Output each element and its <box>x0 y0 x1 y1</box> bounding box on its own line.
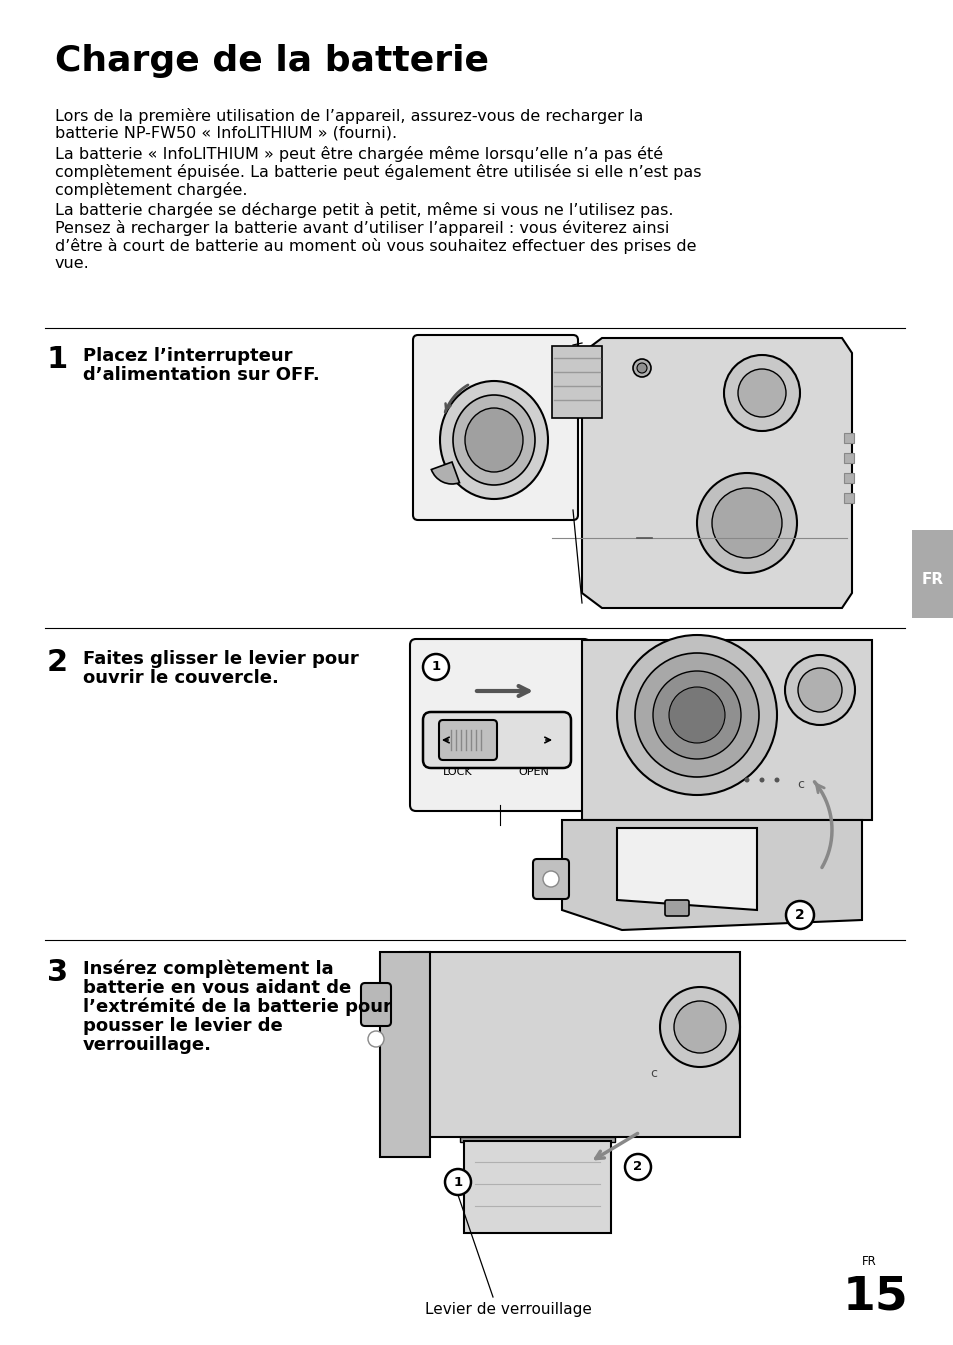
Bar <box>843 433 853 443</box>
FancyBboxPatch shape <box>422 712 571 768</box>
Circle shape <box>723 355 800 430</box>
Text: 2: 2 <box>794 908 804 923</box>
Wedge shape <box>431 461 459 484</box>
FancyBboxPatch shape <box>410 639 589 811</box>
Polygon shape <box>581 640 871 820</box>
Text: Pensez à recharger la batterie avant d’utiliser l’appareil : vous éviterez ainsi: Pensez à recharger la batterie avant d’u… <box>55 221 669 235</box>
Text: Levier de verrouillage: Levier de verrouillage <box>424 1302 591 1317</box>
Text: ouvrir le couvercle.: ouvrir le couvercle. <box>83 668 278 687</box>
Text: FR: FR <box>921 572 943 586</box>
Text: pousser le levier de: pousser le levier de <box>83 1017 282 1036</box>
FancyBboxPatch shape <box>664 900 688 916</box>
Circle shape <box>652 671 740 759</box>
Circle shape <box>633 359 650 377</box>
Circle shape <box>444 1169 471 1194</box>
Text: Insérez complètement la: Insérez complètement la <box>83 960 334 979</box>
FancyBboxPatch shape <box>360 983 391 1026</box>
Bar <box>843 494 853 503</box>
Circle shape <box>738 369 785 417</box>
Circle shape <box>659 987 740 1067</box>
Text: c: c <box>796 777 803 791</box>
Text: 3: 3 <box>47 958 68 987</box>
Polygon shape <box>410 952 740 1137</box>
Text: l’extrémité de la batterie pour: l’extrémité de la batterie pour <box>83 998 392 1017</box>
FancyBboxPatch shape <box>438 720 497 760</box>
Bar <box>911 530 953 617</box>
Circle shape <box>668 687 724 742</box>
Text: Faites glisser le levier pour: Faites glisser le levier pour <box>83 650 358 668</box>
Circle shape <box>785 901 813 929</box>
Circle shape <box>743 777 749 783</box>
Circle shape <box>617 635 776 795</box>
Circle shape <box>635 654 759 777</box>
Text: batterie NP-FW50 « InfoLITHIUM » (fourni).: batterie NP-FW50 « InfoLITHIUM » (fourni… <box>55 126 396 141</box>
Text: verrouillage.: verrouillage. <box>83 1036 212 1054</box>
Text: 2: 2 <box>47 648 68 677</box>
Circle shape <box>422 654 449 681</box>
Text: 1: 1 <box>431 660 440 674</box>
Text: Placez l’interrupteur: Placez l’interrupteur <box>83 347 293 364</box>
Text: Lors de la première utilisation de l’appareil, assurez-vous de recharger la: Lors de la première utilisation de l’app… <box>55 108 642 124</box>
Text: LOCK: LOCK <box>443 767 473 777</box>
Text: 15: 15 <box>842 1275 908 1319</box>
Text: complètement chargée.: complètement chargée. <box>55 182 247 198</box>
Circle shape <box>624 1154 650 1180</box>
Circle shape <box>759 777 763 783</box>
Circle shape <box>784 655 854 725</box>
FancyBboxPatch shape <box>533 859 568 898</box>
Polygon shape <box>561 820 862 929</box>
Bar <box>843 453 853 463</box>
Text: 1: 1 <box>453 1176 462 1189</box>
Text: Charge de la batterie: Charge de la batterie <box>55 44 489 78</box>
Text: La batterie chargée se décharge petit à petit, même si vous ne l’utilisez pas.: La batterie chargée se décharge petit à … <box>55 202 673 218</box>
Ellipse shape <box>439 381 547 499</box>
Polygon shape <box>379 952 430 1157</box>
FancyBboxPatch shape <box>413 335 578 521</box>
Circle shape <box>673 1001 725 1053</box>
Ellipse shape <box>453 395 535 486</box>
Text: 2: 2 <box>633 1161 642 1173</box>
Text: c: c <box>649 1067 657 1080</box>
Circle shape <box>637 363 646 373</box>
FancyBboxPatch shape <box>463 1141 610 1233</box>
Circle shape <box>697 473 796 573</box>
Text: vue.: vue. <box>55 256 90 270</box>
Circle shape <box>711 488 781 558</box>
Circle shape <box>774 777 779 783</box>
Circle shape <box>542 872 558 886</box>
Text: La batterie « InfoLITHIUM » peut être chargée même lorsqu’elle n’a pas été: La batterie « InfoLITHIUM » peut être ch… <box>55 147 662 161</box>
Text: d’alimentation sur OFF.: d’alimentation sur OFF. <box>83 366 319 385</box>
Polygon shape <box>581 338 851 608</box>
Circle shape <box>368 1032 384 1046</box>
Text: FR: FR <box>862 1255 876 1268</box>
Ellipse shape <box>464 408 522 472</box>
Polygon shape <box>617 829 757 911</box>
Text: batterie en vous aidant de: batterie en vous aidant de <box>83 979 351 997</box>
Text: complètement épuisée. La batterie peut également être utilisée si elle n’est pas: complètement épuisée. La batterie peut é… <box>55 164 700 180</box>
Text: 1: 1 <box>47 346 69 374</box>
Polygon shape <box>552 346 601 418</box>
Bar <box>459 1137 615 1142</box>
Text: OPEN: OPEN <box>518 767 549 777</box>
Circle shape <box>797 668 841 712</box>
Text: d’être à court de batterie au moment où vous souhaitez effectuer des prises de: d’être à court de batterie au moment où … <box>55 238 696 254</box>
Bar <box>843 473 853 483</box>
